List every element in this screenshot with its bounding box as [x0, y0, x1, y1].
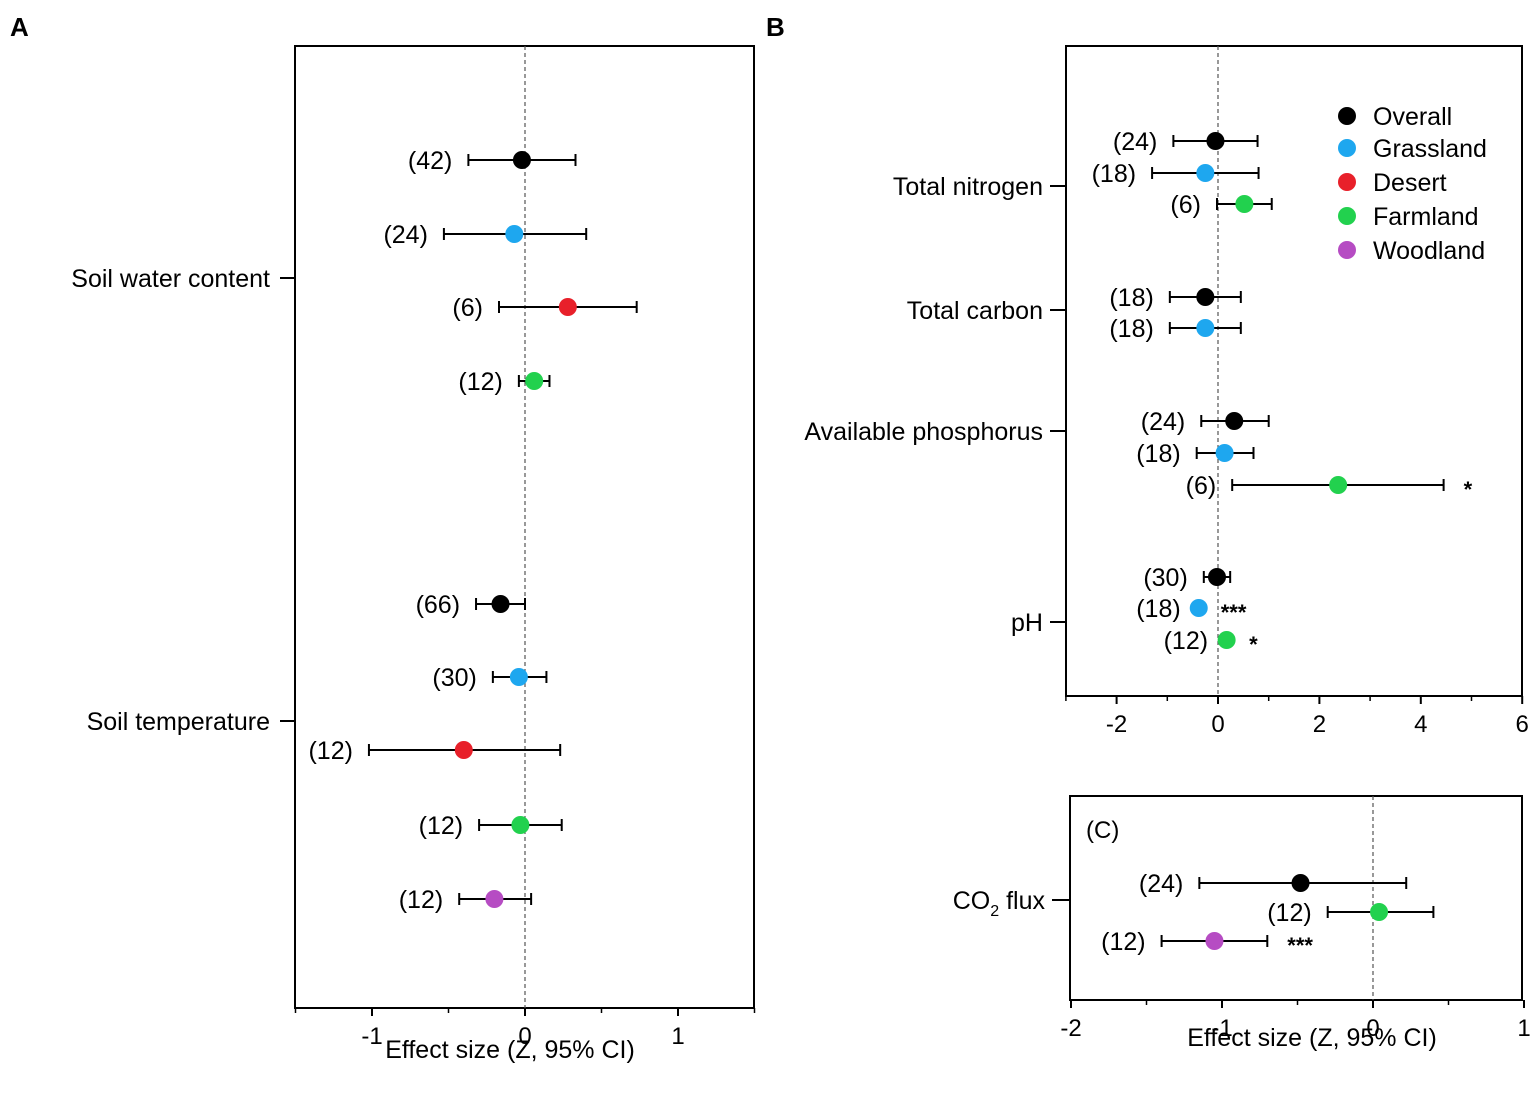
panel-b-grassland-n-label: (18): [1136, 595, 1180, 623]
panel-b-grassland-significance: ***: [1221, 600, 1247, 625]
panel-a: A -1 0 1 Soil water content (42) (24) (6) (12) S…: [10, 12, 756, 1064]
panel-b-grassland-n-label: (18): [1109, 315, 1153, 343]
panel-b-overall-n-label: (24): [1141, 408, 1185, 436]
panel-b-overall-point: [1225, 412, 1244, 430]
panel-b-overall-point: [1196, 288, 1215, 306]
panel-b-farmland-significance: *: [1249, 632, 1258, 657]
panel-b-grassland-point: [1196, 319, 1215, 337]
legend-dot-overall: [1338, 107, 1356, 125]
panel-b-xtick-label: 4: [1414, 711, 1427, 738]
panel-a-xtick-label: 1: [671, 1023, 684, 1050]
panel-c-farmland-point: [1370, 903, 1389, 921]
legend-label-farmland: Farmland: [1373, 203, 1479, 231]
panel-c-frame: [1069, 795, 1523, 1001]
panel-c-woodland-significance: ***: [1287, 933, 1313, 958]
panel-c-overall-n-label: (24): [1139, 870, 1183, 898]
panel-a-grassland-n-label: (24): [383, 221, 427, 249]
panel-b-category-label: Total nitrogen: [893, 173, 1043, 201]
panel-b-letter: B: [766, 12, 785, 42]
panel-c-xtick-label: 0: [1366, 1015, 1379, 1042]
panel-a-desert-point: [454, 741, 473, 759]
panel-b-farmland-n-label: (12): [1164, 627, 1208, 655]
panel-c-woodland-n-label: (12): [1101, 928, 1145, 956]
panel-b-overall-point: [1206, 132, 1225, 150]
panel-b-xtick-label: -2: [1106, 711, 1127, 738]
panel-b-xtick-label: 6: [1516, 711, 1529, 738]
legend-label-desert: Desert: [1373, 169, 1447, 197]
panel-a-woodland-point: [485, 890, 504, 908]
panel-c-xtick-label: -1: [1211, 1015, 1232, 1042]
panel-c: (C) -2 -1 0 1 CO2 flux (24) (12) (12) *** Effect…: [953, 795, 1531, 1052]
panel-b-frame: [1065, 45, 1523, 697]
panel-a-grassland-n-label: (30): [432, 664, 476, 692]
panel-b-grassland-n-label: (18): [1092, 160, 1136, 188]
panel-a-farmland-n-label: (12): [419, 812, 463, 840]
panel-a-desert-point: [558, 298, 577, 316]
panel-a-letter: A: [10, 12, 29, 42]
panel-b-farmland-point: [1217, 631, 1236, 649]
panel-b-grassland-point: [1215, 444, 1234, 462]
panel-b-overall-n-label: (24): [1113, 128, 1157, 156]
legend-dot-farmland: [1338, 207, 1356, 225]
panel-b-farmland-significance: *: [1464, 477, 1473, 502]
legend: Overall Grassland Desert Farmland Woodla…: [1338, 103, 1487, 265]
panel-b-grassland-point: [1196, 164, 1215, 182]
panel-b-category-label: Available phosphorus: [804, 418, 1043, 446]
panel-a-overall-point: [491, 595, 510, 613]
panel-c-overall-point: [1291, 874, 1310, 892]
panel-c-letter: (C): [1086, 817, 1119, 844]
panel-c-farmland-n-label: (12): [1267, 899, 1311, 927]
panel-b-grassland-n-label: (18): [1136, 440, 1180, 468]
panel-b-farmland-point: [1329, 476, 1348, 494]
panel-b-overall-point: [1207, 568, 1226, 586]
panel-b-xtick-label: 0: [1211, 711, 1224, 738]
panel-a-grassland-point: [509, 668, 528, 686]
panel-c-category-label: CO2 flux: [953, 887, 1046, 920]
panel-a-xlabel: Effect size (Z, 95% CI): [385, 1036, 635, 1064]
panel-c-plot-area: -2 -1 0 1 CO2 flux (24) (12) (12) ***: [953, 796, 1531, 1042]
panel-b-grassland-point: [1189, 599, 1208, 617]
panel-a-woodland-n-label: (12): [399, 886, 443, 914]
panel-c-woodland-point: [1205, 932, 1224, 950]
panel-a-desert-n-label: (12): [308, 737, 352, 765]
panel-b-overall-n-label: (30): [1143, 564, 1187, 592]
panel-a-overall-n-label: (66): [416, 591, 460, 619]
panel-a-plot-area: -1 0 1 Soil water content (42) (24) (6) (12) Soi…: [71, 46, 756, 1050]
panel-a-overall-point: [512, 151, 531, 169]
legend-label-woodland: Woodland: [1373, 237, 1485, 265]
panel-a-farmland-point: [525, 372, 544, 390]
panel-a-xtick-label: 0: [518, 1023, 531, 1050]
legend-dot-woodland: [1338, 241, 1356, 259]
panel-a-farmland-point: [511, 816, 530, 834]
panel-c-xtick-label: -2: [1060, 1015, 1081, 1042]
panel-a-frame: [294, 45, 755, 1009]
legend-dot-grassland: [1338, 139, 1356, 157]
panel-b-xtick-label: 2: [1313, 711, 1326, 738]
legend-label-overall: Overall: [1373, 103, 1452, 131]
legend-dot-desert: [1338, 173, 1356, 191]
panel-a-xtick-label: -1: [361, 1023, 382, 1050]
panel-b-farmland-point: [1235, 195, 1254, 213]
panel-b-farmland-n-label: (6): [1186, 472, 1217, 500]
panel-b-category-label: pH: [1011, 609, 1043, 637]
panel-a-grassland-point: [505, 225, 524, 243]
panel-c-xlabel: Effect size (Z, 95% CI): [1187, 1024, 1437, 1052]
panel-a-farmland-n-label: (12): [458, 368, 502, 396]
panel-b-overall-n-label: (18): [1109, 284, 1153, 312]
panel-c-xtick-label: 1: [1517, 1015, 1530, 1042]
panel-b-category-label: Total carbon: [907, 297, 1043, 325]
panel-a-category-label: Soil temperature: [87, 708, 270, 736]
panel-a-desert-n-label: (6): [452, 294, 483, 322]
panel-a-category-label: Soil water content: [71, 265, 270, 293]
panel-b-farmland-n-label: (6): [1170, 191, 1201, 219]
panel-a-overall-n-label: (42): [408, 147, 452, 175]
legend-label-grassland: Grassland: [1373, 135, 1487, 163]
